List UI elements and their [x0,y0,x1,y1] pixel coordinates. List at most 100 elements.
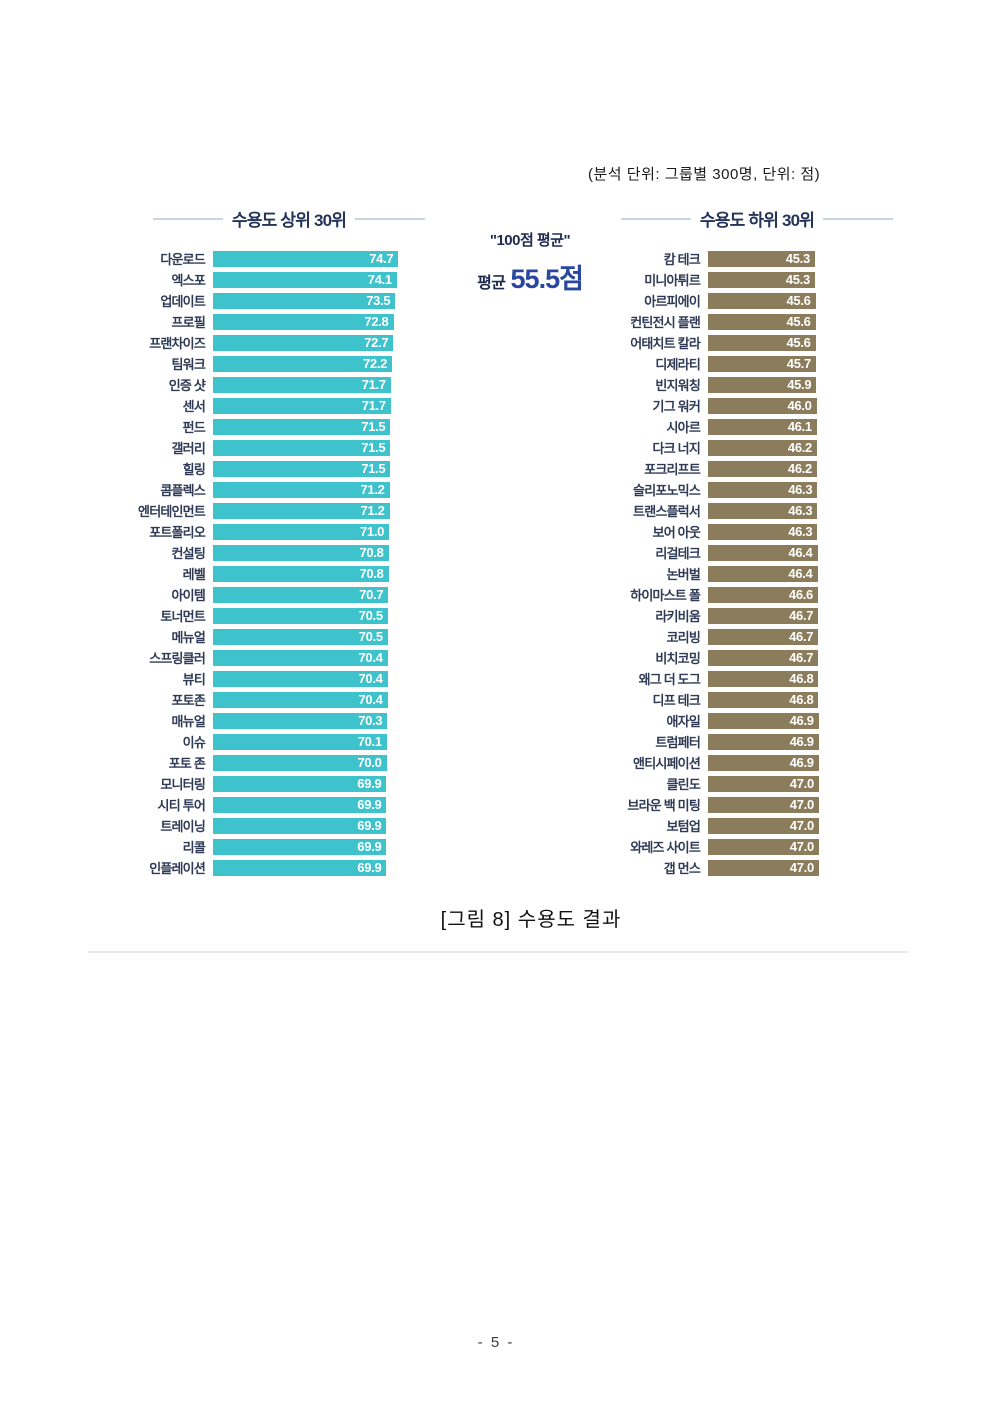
bar: 46.1 [708,418,817,435]
bar-row: 디프 테크 46.8 [560,689,890,710]
bar-row: 다크 너지 46.2 [560,437,890,458]
bar-row: 디제라티 45.7 [560,353,890,374]
bar-value: 45.6 [786,335,811,350]
bar-value: 71.7 [361,377,386,392]
bar-label: 트레이닝 [160,819,205,834]
top30-chart-title: 수용도 상위 30위 [153,206,426,231]
bar-value: 70.5 [358,629,383,644]
bar: 70.1 [213,733,387,750]
bar: 45.9 [708,376,817,393]
bar: 70.4 [213,691,388,708]
title-decorative-line [823,217,894,220]
bar: 69.9 [213,796,387,813]
bar-value: 69.9 [357,818,382,833]
bar-value: 46.7 [789,650,814,665]
bar: 70.8 [213,544,389,561]
bar-value: 45.3 [785,251,810,266]
bar-label: 애자일 [666,714,701,729]
bar-value: 46.8 [789,671,814,686]
bar-value: 69.9 [357,860,382,875]
bar-label: 클린도 [666,777,701,792]
bar: 46.2 [708,460,817,477]
bar-value: 74.1 [367,272,392,287]
bar-value: 45.7 [786,356,811,371]
bar: 70.5 [213,607,388,624]
bar-value: 46.6 [788,587,813,602]
bar-value: 69.9 [357,839,382,854]
bar: 47.0 [708,859,819,876]
bar: 45.6 [708,313,816,330]
bar-row: 엔터테인먼트 71.2 [60,500,460,521]
bar-value: 72.2 [362,356,388,371]
bar-label: 포토 존 [168,756,206,771]
bar-label: 디프 테크 [652,693,701,708]
bar-value: 46.3 [788,503,813,518]
bar-label: 캄 테크 [663,252,701,267]
bar-value: 72.8 [364,314,389,329]
bar-row: 빈지워칭 45.9 [560,374,890,395]
bar-row: 코리빙 46.7 [560,626,890,647]
bar-label: 미니아튀르 [644,273,701,288]
bar: 69.9 [213,838,387,855]
bar-value: 46.3 [788,482,813,497]
bar: 71.2 [213,502,390,519]
bar-label: 시아르 [666,420,701,435]
bar-value: 46.8 [789,692,814,707]
bar: 69.9 [213,817,387,834]
bar-value: 72.7 [364,335,389,350]
bar-value: 46.9 [789,734,814,749]
bar-value: 47.0 [789,818,814,833]
figure-caption: [그림 8] 수용도 결과 [440,909,622,931]
bar-label: 다크 너지 [652,441,701,456]
bar-label: 컨설팅 [171,546,206,561]
bar: 46.7 [708,607,819,624]
bar: 46.8 [708,670,819,687]
bar: 46.9 [708,733,819,750]
bar-label: 이슈 [182,735,206,750]
bar-label: 코리빙 [666,630,701,645]
bar-label: 메뉴얼 [171,630,206,645]
bar-row: 업데이트 73.5 [60,290,460,311]
bar-value: 71.7 [361,398,386,413]
bar-label: 와레즈 사이트 [630,840,701,855]
bar-row: 하이마스트 폴 46.6 [560,584,890,605]
average-value: 55.5점 [510,264,584,294]
bar-row: 보텀업 47.0 [560,815,890,836]
bar-row: 센서 71.7 [60,395,460,416]
bar-value: 74.7 [369,251,394,266]
bar: 45.7 [708,355,816,372]
bar-row: 포토존 70.4 [60,689,460,710]
bar-value: 47.0 [789,839,814,854]
bar-row: 어태치트 칼라 45.6 [560,332,890,353]
bar-value: 46.3 [788,524,813,539]
bar: 74.1 [213,271,397,288]
bar-label: 갤러리 [171,441,206,456]
bar-label: 논버벌 [666,567,701,582]
bar-row: 기그 워커 46.0 [560,395,890,416]
bottom30-bar-chart: 캄 테크 45.3 미니아튀르 45.3 아르피에이 45.6 컨틴전시 플랜 45.6 어태치… [560,248,890,878]
bar-row: 비치코밍 46.7 [560,647,890,668]
bar-value: 70.4 [358,692,383,707]
bar: 46.7 [708,628,819,645]
bar: 46.4 [708,544,818,561]
bar: 70.4 [213,649,388,666]
bar-label: 어태치트 칼라 [630,336,701,351]
bar-row: 클린도 47.0 [560,773,890,794]
bar: 72.8 [213,313,394,330]
bar-row: 인플레이션 69.9 [60,857,460,878]
bar-label: 아르피에이 [644,294,701,309]
title-decorative-line [153,217,223,220]
bar-row: 메뉴얼 70.5 [60,626,460,647]
bar-label: 왜그 더 도그 [638,672,701,687]
bar-value: 70.5 [358,608,383,623]
bar-value: 73.5 [366,293,391,308]
bar: 74.7 [213,250,399,267]
bar-row: 매뉴얼 70.3 [60,710,460,731]
bar: 71.5 [213,418,391,435]
bar-label: 앤티시페이션 [633,756,701,771]
bar-row: 모니터링 69.9 [60,773,460,794]
bar-label: 브라운 백 미팅 [627,798,700,813]
bar-row: 왜그 더 도그 46.8 [560,668,890,689]
bar-label: 프랜차이즈 [149,336,206,351]
bar-label: 리콜 [182,840,206,855]
